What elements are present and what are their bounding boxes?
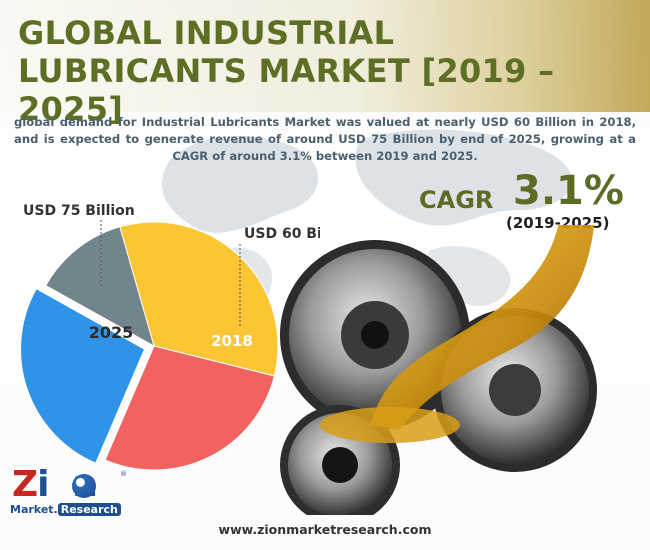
cagr-value: 3.1% xyxy=(513,168,624,214)
slice-label-2018: 2018 xyxy=(211,332,253,350)
globe-icon xyxy=(72,474,96,498)
market-description: global demand for Industrial Lubricants … xyxy=(14,115,636,163)
pie-slice-unlabeled-3 xyxy=(45,226,155,348)
pie-slice-unlabeled-1 xyxy=(104,345,275,471)
footer-url[interactable]: www.zionmarketresearch.com xyxy=(218,522,432,537)
cagr-label: CAGR xyxy=(419,186,494,214)
pie-chart: USD 75 Billion USD 60 Billion 2025 2018 xyxy=(20,203,320,471)
pie-slice-2018 xyxy=(20,288,146,464)
callout-2025: USD 75 Billion xyxy=(23,203,135,219)
pie-slices xyxy=(20,221,279,471)
slice-label-2025: 2025 xyxy=(89,323,134,342)
world-map-background xyxy=(161,129,573,313)
machinery-photo-banner xyxy=(0,0,650,112)
logo-subtitle: Market. Research xyxy=(10,503,121,516)
page-title: GLOBAL INDUSTRIAL LUBRICANTS MARKET [201… xyxy=(18,14,555,128)
gears-oil-illustration xyxy=(280,225,597,515)
zion-logo[interactable]: Zion ® Market.Research xyxy=(8,466,128,520)
pie-slice-2025 xyxy=(119,221,279,377)
registered-mark: ® xyxy=(120,470,127,478)
callout-2018: USD 60 Billion xyxy=(244,226,320,242)
